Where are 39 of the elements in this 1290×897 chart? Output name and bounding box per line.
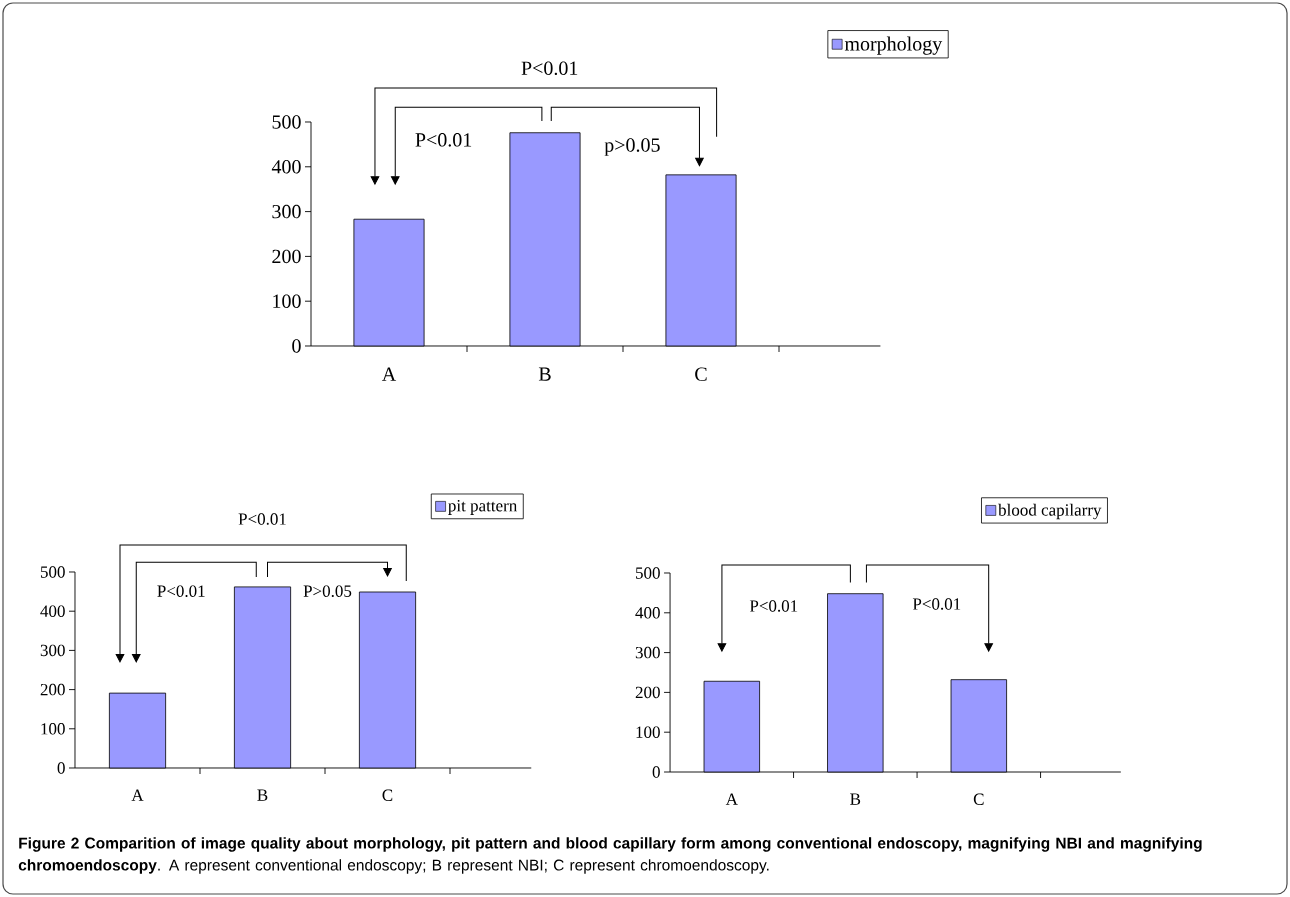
- text: P<0.01: [238, 513, 286, 525]
- x-tick-label: C: [382, 789, 393, 801]
- legend-label: pit pattern: [448, 499, 518, 515]
- y-tick-label: 100: [273, 294, 301, 308]
- annotation: p>0.05: [604, 138, 660, 156]
- x-tick-label: A: [725, 793, 738, 805]
- annotation: P<0.01: [415, 133, 472, 147]
- annotation: P>0.05: [303, 585, 352, 597]
- y-tick-label: 0: [292, 339, 301, 353]
- y-tick-label: 300: [40, 644, 65, 657]
- y-tick-label: 200: [40, 683, 65, 696]
- text: P<0.01: [521, 61, 578, 76]
- x-tick-label: A: [131, 789, 144, 801]
- y-tick-label: 400: [271, 160, 301, 174]
- annotation: P<0.01: [912, 598, 961, 610]
- x-tick-label: B: [257, 789, 268, 801]
- x-tick-label: C: [695, 367, 707, 381]
- x-tick-label: A: [381, 367, 397, 381]
- annotation: P<0.01: [749, 600, 798, 612]
- legend-label: morphology: [844, 36, 943, 55]
- y-tick-label: 300: [635, 646, 660, 659]
- y-tick-label: 0: [652, 766, 660, 778]
- annotation: P<0.01: [157, 585, 205, 597]
- y-tick-label: 300: [272, 204, 301, 219]
- x-tick-label: C: [973, 793, 984, 805]
- text: Figure 2 Comparition of image quality about morphology, pit pattern and blood capillary form among conventional endoscopy, magnifying NBI and magnifying chromoendoscopy. A represent conventional endoscopy; B represent NBI; C represent chromoendoscopy.: [18, 837, 1202, 874]
- legend-label: blood capilarry: [998, 503, 1102, 520]
- y-tick-label: 400: [635, 607, 660, 619]
- y-tick-label: 200: [272, 249, 301, 264]
- y-tick-label: 100: [636, 726, 660, 738]
- y-tick-label: 400: [40, 605, 65, 617]
- y-tick-label: 100: [41, 723, 65, 735]
- y-tick-label: 500: [40, 566, 65, 578]
- y-tick-label: 200: [635, 686, 660, 699]
- x-tick-label: B: [850, 793, 861, 805]
- y-tick-label: 500: [636, 567, 660, 579]
- y-tick-label: 0: [57, 762, 65, 774]
- y-tick-label: 500: [272, 115, 301, 129]
- x-tick-label: B: [538, 367, 551, 381]
